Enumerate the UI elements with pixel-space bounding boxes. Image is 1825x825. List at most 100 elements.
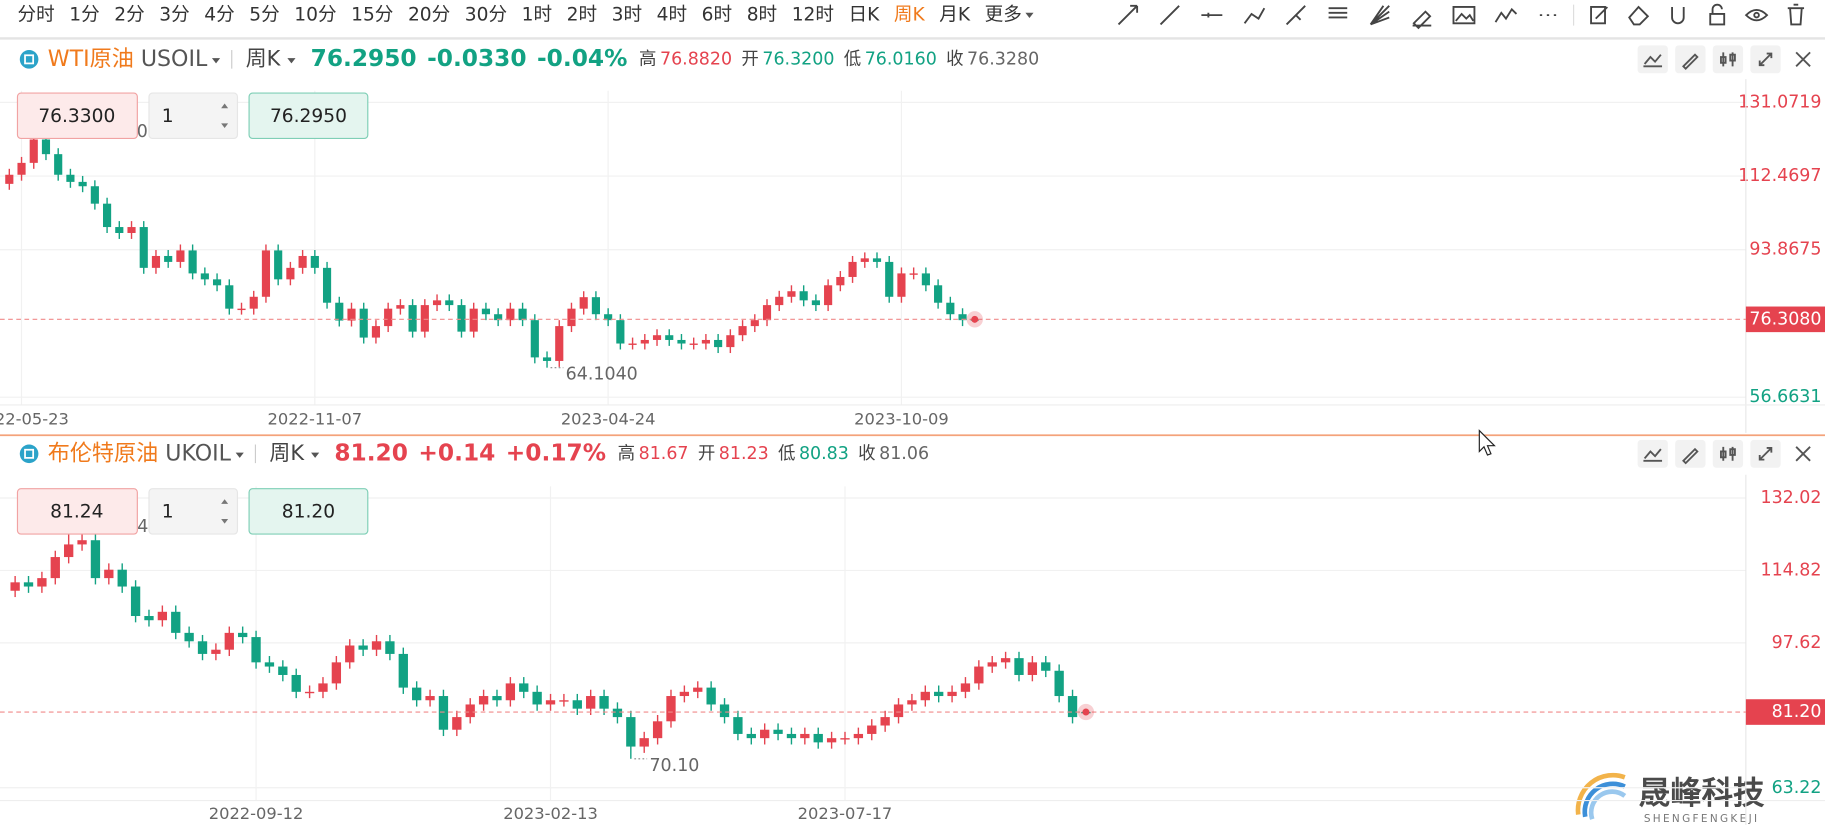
pane-button[interactable] [1712, 439, 1744, 468]
buy-button[interactable] [248, 92, 369, 140]
period-tab[interactable]: 12时 [792, 5, 834, 26]
candle-body [66, 174, 75, 182]
candle-body [958, 314, 967, 321]
y-tick-label: 97.62 [1772, 633, 1822, 653]
drawing-tool-icon[interactable] [1243, 7, 1266, 24]
period-tab[interactable]: 日K [849, 5, 881, 26]
candle-body [542, 357, 552, 361]
period-tab[interactable]: 1分 [69, 5, 99, 26]
drawing-tool-icon[interactable] [1201, 12, 1223, 18]
spinner-up[interactable] [221, 499, 229, 504]
candle-body [665, 335, 674, 340]
spinner-up[interactable] [221, 103, 229, 109]
pane-button-icon[interactable] [1795, 446, 1811, 462]
tool-icon[interactable] [1744, 8, 1769, 22]
drawing-tool-icon[interactable] [1412, 10, 1432, 30]
pane-button-icon[interactable] [1720, 446, 1736, 461]
period-tab[interactable]: 4分 [204, 5, 234, 26]
candle-body [652, 335, 662, 340]
spinner-down[interactable] [221, 123, 229, 128]
price-change-pct: -0.04% [537, 45, 627, 72]
candle-body [920, 691, 930, 701]
period-tab[interactable]: 2时 [567, 5, 597, 26]
tool-icon[interactable] [1671, 6, 1685, 25]
candle-body [77, 540, 87, 545]
pane-button-icon[interactable] [1643, 54, 1663, 68]
pane-button-icon[interactable] [1720, 52, 1736, 67]
pane-button-icon[interactable] [1758, 447, 1773, 461]
drawing-tool-icon[interactable] [1452, 6, 1476, 25]
candle-body [599, 696, 609, 709]
stat-value: 81.67 [639, 444, 689, 464]
candle-body [872, 258, 882, 262]
candle-body [714, 339, 723, 348]
candle-body [103, 203, 112, 228]
pane-button-icon[interactable] [1795, 51, 1811, 67]
candle-body [947, 691, 957, 697]
candle-body [545, 700, 556, 705]
period-tab[interactable]: 30分 [465, 5, 507, 26]
drawing-tool-icon[interactable] [1328, 7, 1348, 19]
pane-button-icon[interactable] [1643, 448, 1663, 462]
candle-body [465, 704, 475, 718]
instrument-name: 布伦特原油 [48, 440, 159, 466]
period-tab[interactable]: 4时 [657, 5, 687, 26]
buy-price: 76.2950 [270, 106, 347, 127]
candle-body [579, 297, 588, 309]
pane-button-icon[interactable] [1682, 447, 1699, 465]
drawing-tool-icon[interactable] [1117, 4, 1139, 26]
tool-icon[interactable] [1590, 6, 1609, 25]
pane-button-icon[interactable] [1758, 52, 1773, 67]
period-tab[interactable]: 10分 [294, 5, 336, 26]
period-tab[interactable]: 3时 [612, 5, 642, 26]
candle-body [225, 285, 234, 309]
sell-button[interactable] [16, 92, 138, 140]
candle-body [946, 302, 955, 315]
sell-button[interactable] [16, 488, 138, 535]
candle-body [212, 279, 222, 286]
drawing-tool-icon[interactable] [1285, 5, 1306, 26]
drawing-tool-icon[interactable] [1369, 5, 1390, 26]
quantity-value: 1 [162, 501, 174, 522]
period-tab[interactable]: 3分 [159, 5, 189, 26]
watermark-pinyin: SHENGFENGKEJI [1644, 813, 1760, 825]
stat-label: 收 [858, 444, 875, 464]
candle-body [249, 296, 258, 309]
quantity-input[interactable] [148, 488, 239, 535]
last-price-dot [1082, 708, 1090, 716]
more-menu[interactable]: 更多 [985, 5, 1022, 26]
price-change: +0.14 [418, 439, 495, 466]
period-tab[interactable]: 15分 [351, 5, 393, 26]
last-price-label: 76.3080 [1749, 309, 1821, 329]
tool-icon[interactable] [1628, 5, 1650, 26]
candle-body [921, 273, 930, 286]
spinner-down[interactable] [221, 518, 229, 524]
pane-button[interactable] [1712, 45, 1744, 74]
tool-icon[interactable] [1787, 3, 1805, 26]
buy-button[interactable] [248, 488, 369, 535]
candle-body [494, 314, 503, 321]
period-tab[interactable]: 6时 [702, 5, 732, 26]
quantity-input[interactable] [148, 92, 239, 140]
drawing-tool-icon[interactable] [1159, 5, 1180, 26]
tool-icon[interactable] [1709, 3, 1726, 26]
pane-button-icon[interactable] [1682, 53, 1699, 70]
candle-body [5, 174, 14, 184]
period-tab[interactable]: 月K [939, 5, 971, 26]
drawing-tool-icon[interactable] [1494, 7, 1518, 23]
dropdown-arrow [1025, 12, 1034, 19]
period-tab[interactable]: 5分 [249, 5, 279, 26]
period-tab[interactable]: 8时 [747, 5, 777, 26]
period-tab[interactable]: 分时 [17, 5, 54, 26]
period-tab[interactable]: 20分 [408, 5, 450, 26]
stat-value: 76.3280 [967, 49, 1039, 69]
candle-body [586, 696, 596, 709]
candle-body [907, 700, 917, 705]
candle-body [880, 717, 890, 726]
period-tab[interactable]: 1时 [522, 5, 552, 26]
period-tab[interactable]: 2分 [114, 5, 144, 26]
candle-body [151, 255, 161, 268]
period-tab[interactable]: 周K [894, 5, 926, 26]
candle-body [867, 725, 877, 734]
candle-body [505, 683, 516, 701]
